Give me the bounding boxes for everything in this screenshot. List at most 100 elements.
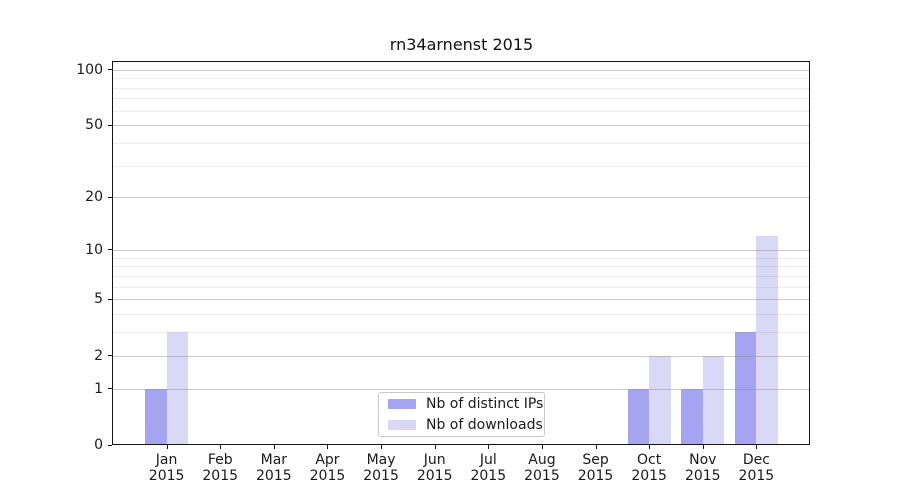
x-tick-label-month: Jan — [155, 452, 178, 468]
bar-distinct-ips-jan — [145, 388, 167, 445]
minor-gridline-40 — [113, 142, 810, 144]
y-tick-label-20: 20 — [85, 189, 103, 206]
x-tick-aug — [541, 445, 543, 449]
x-tick-label-year: 2015 — [202, 468, 239, 484]
major-gridline-100 — [113, 69, 810, 71]
x-tick-label-jan: Jan 2015 — [149, 452, 185, 484]
x-tick-label-year: 2015 — [470, 468, 507, 484]
bar-distinct-ips-oct — [627, 388, 650, 445]
x-tick-apr — [327, 445, 329, 449]
y-tick-2 — [108, 355, 112, 357]
x-tick-label-year: 2015 — [363, 468, 399, 484]
x-tick-feb — [220, 445, 222, 449]
x-tick-label-aug: Aug 2015 — [524, 452, 560, 484]
y-tick-label-100: 100 — [76, 61, 103, 78]
x-tick-label-year: 2015 — [524, 468, 560, 484]
x-tick-label-apr: Apr 2015 — [310, 452, 346, 484]
major-gridline-2 — [113, 355, 810, 357]
x-tick-label-year: 2015 — [148, 468, 185, 484]
x-tick-label-month: Sep — [582, 452, 609, 468]
y-tick-1 — [108, 388, 112, 390]
x-tick-label-month: Mar — [260, 452, 288, 468]
major-gridline-1 — [113, 388, 810, 390]
x-tick-label-dec: Dec 2015 — [739, 452, 775, 484]
x-tick-label-year: 2015 — [416, 468, 453, 484]
minor-gridline-80 — [113, 87, 810, 89]
x-tick-oct — [649, 445, 651, 449]
x-tick-nov — [702, 445, 704, 449]
minor-gridline-4 — [113, 314, 810, 316]
x-tick-label-year: 2015 — [684, 468, 721, 484]
x-tick-label-year: 2015 — [738, 468, 775, 484]
y-tick-50 — [108, 124, 112, 126]
minor-gridline-70 — [113, 98, 810, 100]
y-tick-5 — [108, 298, 112, 300]
x-tick-dec — [756, 445, 758, 449]
legend: Nb of distinct IPs Nb of downloads — [378, 392, 545, 437]
x-tick-label-may: May 2015 — [363, 452, 399, 484]
legend-swatch-downloads — [388, 420, 416, 430]
plot-area — [113, 62, 810, 445]
x-tick-label-month: Dec — [742, 452, 770, 468]
minor-gridline-9 — [113, 257, 810, 259]
major-gridline-20 — [113, 197, 810, 199]
bar-distinct-ips-dec — [734, 332, 757, 445]
major-gridline-5 — [113, 299, 810, 301]
y-tick-label-5: 5 — [94, 291, 103, 308]
x-tick-label-oct: Oct 2015 — [631, 452, 667, 484]
x-tick-label-feb: Feb 2015 — [202, 452, 238, 484]
y-tick-label-2: 2 — [94, 347, 103, 364]
x-tick-label-month: May — [366, 452, 396, 468]
x-tick-sep — [595, 445, 597, 449]
y-tick-10 — [108, 249, 112, 251]
major-gridline-10 — [113, 249, 810, 251]
x-tick-label-month: Nov — [689, 452, 717, 468]
x-tick-label-month: Jul — [479, 452, 497, 468]
x-tick-label-year: 2015 — [256, 468, 292, 484]
minor-gridline-7 — [113, 275, 810, 277]
bar-downloads-jan — [166, 332, 189, 445]
minor-gridline-3 — [113, 332, 810, 334]
x-tick-label-month: Aug — [528, 452, 556, 468]
x-tick-label-month: Oct — [637, 452, 662, 468]
x-tick-label-year: 2015 — [631, 468, 667, 484]
chart-title: rn34arnenst 2015 — [389, 35, 534, 54]
legend-label-downloads: Nb of downloads — [426, 417, 543, 433]
x-tick-label-month: Apr — [315, 452, 340, 468]
x-tick-jan — [166, 445, 168, 449]
y-tick-label-0: 0 — [94, 437, 103, 453]
x-tick-label-jul: Jul 2015 — [470, 452, 506, 484]
bar-distinct-ips-nov — [681, 388, 703, 445]
x-tick-mar — [273, 445, 275, 449]
bar-downloads-oct — [649, 355, 671, 445]
major-gridline-50 — [113, 125, 810, 127]
minor-gridline-60 — [113, 110, 810, 112]
x-tick-label-jun: Jun 2015 — [417, 452, 453, 484]
x-tick-jun — [434, 445, 436, 449]
y-tick-100 — [108, 69, 112, 71]
y-tick-20 — [108, 196, 112, 198]
x-tick-jul — [488, 445, 490, 449]
legend-label-distinct-ips: Nb of distinct IPs — [426, 396, 544, 412]
minor-gridline-6 — [113, 286, 810, 288]
legend-swatch-distinct-ips — [388, 399, 416, 409]
bar-downloads-nov — [702, 355, 725, 445]
minor-gridline-8 — [113, 266, 810, 268]
legend-entry-distinct-ips: Nb of distinct IPs — [388, 394, 544, 415]
x-tick-label-month: Jun — [423, 452, 446, 468]
x-tick-label-nov: Nov 2015 — [685, 452, 721, 484]
y-tick-0 — [108, 444, 112, 446]
bar-downloads-dec — [756, 236, 778, 445]
x-tick-label-month: Feb — [207, 452, 233, 468]
x-tick-label-year: 2015 — [309, 468, 346, 484]
minor-gridline-90 — [113, 78, 810, 80]
x-tick-may — [381, 445, 383, 449]
x-tick-label-year: 2015 — [577, 468, 614, 484]
y-tick-label-10: 10 — [85, 241, 103, 258]
legend-entry-downloads: Nb of downloads — [388, 415, 544, 436]
y-tick-label-1: 1 — [94, 380, 103, 397]
x-tick-label-sep: Sep 2015 — [578, 452, 614, 484]
x-tick-label-mar: Mar 2015 — [256, 452, 292, 484]
minor-gridline-30 — [113, 165, 810, 167]
